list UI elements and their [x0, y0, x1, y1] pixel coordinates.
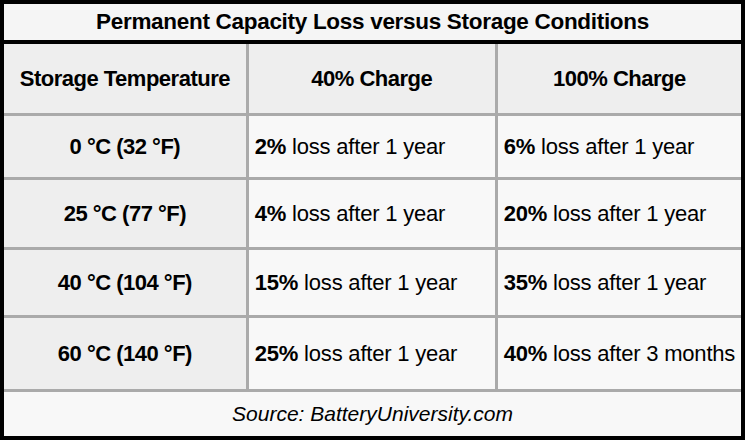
loss-text: loss after 1 year — [286, 134, 445, 159]
table-row: 60 °C (140 °F) 25% loss after 1 year 40%… — [2, 317, 743, 391]
loss-text: loss after 3 months — [547, 341, 735, 366]
loss-text: loss after 1 year — [547, 270, 706, 295]
table-row: 40 °C (104 °F) 15% loss after 1 year 35%… — [2, 248, 743, 316]
temperature-cell: 60 °C (140 °F) — [2, 317, 247, 391]
table-row: 25 °C (77 °F) 4% loss after 1 year 20% l… — [2, 179, 743, 249]
charge40-cell: 15% loss after 1 year — [247, 248, 496, 316]
loss-percent: 40% — [504, 341, 547, 366]
loss-percent: 2% — [255, 134, 286, 159]
charge100-cell: 6% loss after 1 year — [496, 115, 743, 179]
charge40-cell: 2% loss after 1 year — [247, 115, 496, 179]
loss-text: loss after 1 year — [535, 134, 694, 159]
header-40-charge: 40% Charge — [247, 42, 496, 115]
loss-text: loss after 1 year — [298, 270, 457, 295]
loss-percent: 35% — [504, 270, 547, 295]
temperature-cell: 0 °C (32 °F) — [2, 115, 247, 179]
source-note: Source: BatteryUniversity.com — [2, 391, 743, 438]
footer-row: Source: BatteryUniversity.com — [2, 391, 743, 438]
loss-percent: 4% — [255, 201, 286, 226]
header-100-charge: 100% Charge — [496, 42, 743, 115]
charge100-cell: 35% loss after 1 year — [496, 248, 743, 316]
table-row: 0 °C (32 °F) 2% loss after 1 year 6% los… — [2, 115, 743, 179]
charge40-cell: 4% loss after 1 year — [247, 179, 496, 249]
loss-text: loss after 1 year — [286, 201, 445, 226]
header-row: Storage Temperature 40% Charge 100% Char… — [2, 42, 743, 115]
charge100-cell: 20% loss after 1 year — [496, 179, 743, 249]
capacity-loss-table: Permanent Capacity Loss versus Storage C… — [0, 0, 745, 440]
temperature-cell: 40 °C (104 °F) — [2, 248, 247, 316]
table-title: Permanent Capacity Loss versus Storage C… — [2, 2, 743, 42]
loss-percent: 15% — [255, 270, 298, 295]
title-row: Permanent Capacity Loss versus Storage C… — [2, 2, 743, 42]
loss-text: loss after 1 year — [547, 201, 706, 226]
loss-percent: 25% — [255, 341, 298, 366]
capacity-loss-table-wrap: Permanent Capacity Loss versus Storage C… — [0, 0, 745, 440]
charge100-cell: 40% loss after 3 months — [496, 317, 743, 391]
loss-percent: 20% — [504, 201, 547, 226]
charge40-cell: 25% loss after 1 year — [247, 317, 496, 391]
header-storage-temperature: Storage Temperature — [2, 42, 247, 115]
loss-percent: 6% — [504, 134, 535, 159]
temperature-cell: 25 °C (77 °F) — [2, 179, 247, 249]
loss-text: loss after 1 year — [298, 341, 457, 366]
